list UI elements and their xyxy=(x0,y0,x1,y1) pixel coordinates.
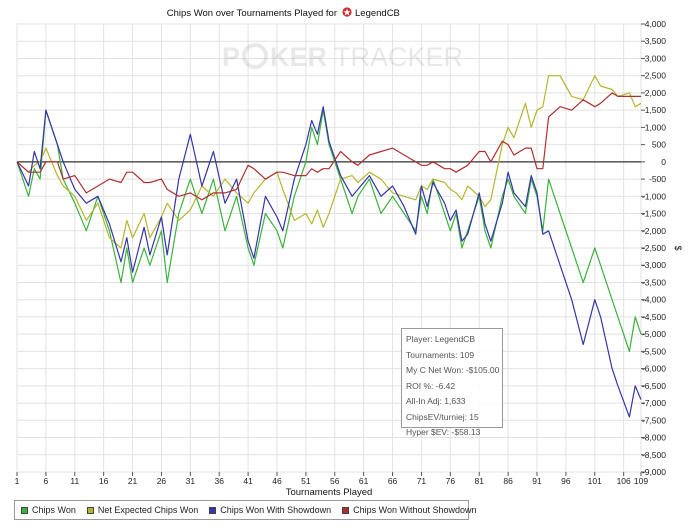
x-tick-label: 109 xyxy=(634,476,648,486)
y-tick-label: 2,000 xyxy=(645,88,667,98)
y-tick-label: 3,000 xyxy=(645,53,667,63)
x-tick-label: 16 xyxy=(99,476,109,486)
x-tick-label: 56 xyxy=(330,476,340,486)
watermark-chip-icon xyxy=(242,43,268,69)
y-tick-label: -8,000 xyxy=(642,433,666,443)
info-player: Player: LegendCB xyxy=(406,334,475,344)
y-axis-label: $ xyxy=(673,245,683,250)
series-line-4 xyxy=(16,92,641,201)
info-allin-adj: All-In Adj: 1,633 xyxy=(406,396,466,406)
y-tick-label: 2,500 xyxy=(645,71,667,81)
y-tick-label: -3,000 xyxy=(642,260,666,270)
info-roi: ROI %: -6.42 xyxy=(406,380,456,391)
legend-label-without-showdown: Chips Won Without Showdown xyxy=(353,505,477,515)
watermark-text-right: TRACKER xyxy=(334,42,463,72)
y-tick-label: -6,500 xyxy=(642,381,666,391)
y-tick-label: 1,500 xyxy=(645,105,667,115)
x-tick-label: 86 xyxy=(503,476,513,486)
chart-legend: Chips Won Net Expected Chips Won Chips W… xyxy=(14,500,477,520)
legend-item-with-showdown: Chips Won With Showdown xyxy=(209,505,331,515)
info-net-won: My C Net Won: -$105.00 xyxy=(406,365,500,375)
x-tick-label: 96 xyxy=(561,476,571,486)
y-tick-label: -5,000 xyxy=(642,329,666,339)
y-tick-label: -4,500 xyxy=(642,312,666,322)
y-tick-label: -5,500 xyxy=(642,346,666,356)
y-axis-ticks: 4,000 3,500 3,000 2,500 2,000 1,500 1,000 500 0 -… xyxy=(641,19,666,477)
x-tick-label: 41 xyxy=(243,476,253,486)
watermark-text-left: P xyxy=(222,42,240,72)
x-tick-label: 81 xyxy=(474,476,484,486)
x-tick-label: 21 xyxy=(128,476,138,486)
x-tick-label: 71 xyxy=(417,476,427,486)
x-tick-label: 66 xyxy=(388,476,398,486)
y-tick-label: 0 xyxy=(661,157,666,167)
y-tick-label: -2,000 xyxy=(642,226,666,236)
y-tick-label: 4,000 xyxy=(645,19,667,29)
x-tick-label: 36 xyxy=(214,476,224,486)
x-tick-label: 11 xyxy=(70,476,79,486)
legend-item-chips-won: Chips Won xyxy=(21,505,76,515)
y-tick-label: -8,500 xyxy=(642,450,666,460)
y-tick-label: -9,000 xyxy=(642,467,666,477)
watermark-text-middle: KER xyxy=(270,42,327,72)
x-tick-label: 46 xyxy=(272,476,282,486)
legend-swatch-without-showdown xyxy=(342,506,350,514)
legend-label-chips-won: Chips Won xyxy=(32,505,76,515)
info-chipsev: ChipsEV/turniej: 15 xyxy=(406,411,479,422)
watermark: P KER TRACKER xyxy=(222,42,463,72)
y-tick-label: 500 xyxy=(652,140,666,150)
x-tick-label: 31 xyxy=(186,476,196,486)
y-tick-label: -1,000 xyxy=(642,191,666,201)
y-tick-label: -3,500 xyxy=(642,277,666,287)
pokerstars-logo-icon xyxy=(342,7,352,17)
x-axis-ticks: 1 6 11 16 21 26 31 36 41 46 51 56 61 66 71 76 81 86 91 96 10… xyxy=(15,472,648,486)
x-tick-label: 1 xyxy=(15,476,20,486)
x-tick-label: 106 xyxy=(617,476,631,486)
y-tick-label: -500 xyxy=(649,174,666,184)
series-lines xyxy=(16,75,642,418)
y-tick-label: 1,000 xyxy=(645,122,667,132)
legend-swatch-chips-won xyxy=(21,506,28,514)
y-tick-label: -1,500 xyxy=(642,209,666,219)
stats-info-box: Player: LegendCB Tournaments: 109 My C N… xyxy=(401,328,503,437)
legend-label-net-expected: Net Expected Chips Won xyxy=(97,505,199,515)
legend-swatch-with-showdown xyxy=(209,506,217,514)
legend-item-net-expected: Net Expected Chips Won xyxy=(86,505,199,515)
x-tick-label: 101 xyxy=(588,476,602,486)
x-tick-label: 6 xyxy=(44,476,49,486)
legend-item-without-showdown: Chips Won Without Showdown xyxy=(342,505,477,515)
x-tick-label: 51 xyxy=(301,476,311,486)
legend-label-with-showdown: Chips Won With Showdown xyxy=(220,505,332,515)
info-tournaments: Tournaments: 109 xyxy=(406,349,475,360)
x-tick-label: 76 xyxy=(446,476,456,486)
x-tick-label: 61 xyxy=(359,476,369,486)
y-tick-label: -6,000 xyxy=(642,364,666,374)
x-axis-label: Tournaments Played xyxy=(286,487,373,498)
y-tick-label: 3,500 xyxy=(645,36,667,46)
legend-swatch-net-expected xyxy=(86,506,94,514)
chart-title: Chips Won over Tournaments Played for xyxy=(167,8,337,19)
y-tick-label: -7,000 xyxy=(642,398,666,408)
series-line-2 xyxy=(16,75,642,249)
info-hyper-ev: Hyper $EV: -$58.13 xyxy=(406,427,481,437)
y-tick-label: -2,500 xyxy=(642,243,666,253)
y-tick-label: -4,000 xyxy=(642,295,666,305)
y-tick-label: -7,500 xyxy=(642,415,666,425)
chart-title-player: LegendCB xyxy=(355,8,400,19)
series-line-3 xyxy=(16,106,642,418)
x-tick-label: 26 xyxy=(157,476,167,486)
x-tick-label: 91 xyxy=(532,476,542,486)
